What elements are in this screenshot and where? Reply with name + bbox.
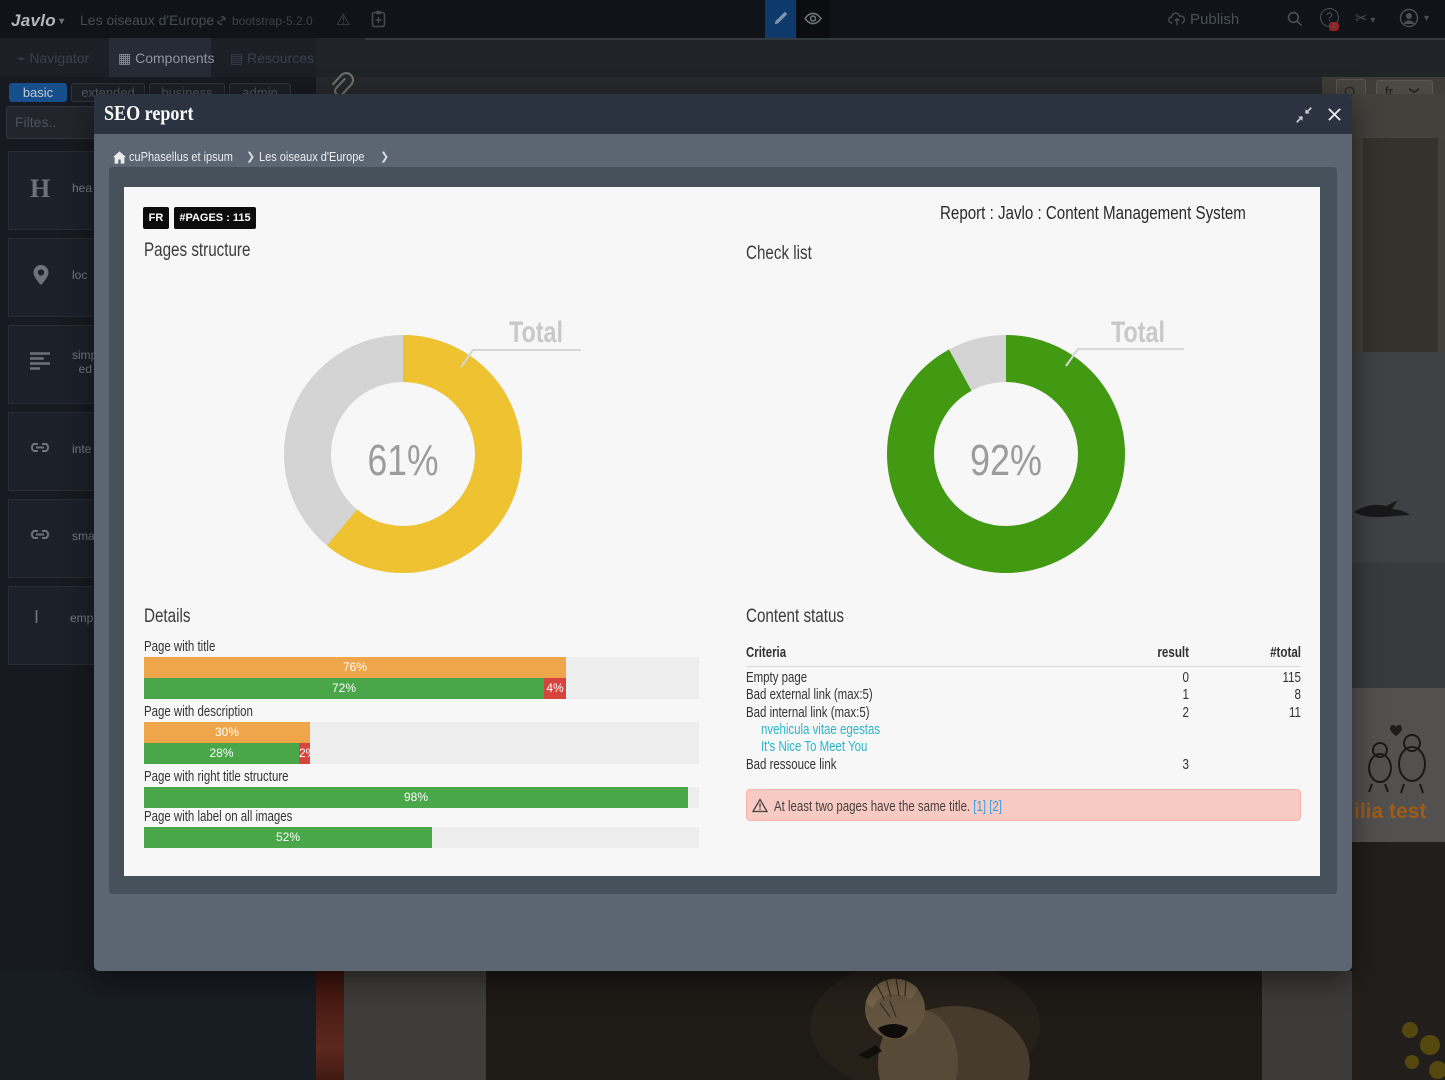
svg-text:Total: Total [1111,316,1165,349]
svg-text:92%: 92% [970,437,1042,485]
svg-text:Total: Total [509,316,563,349]
svg-text:61%: 61% [368,437,439,485]
svg-text:ilia test: ilia test [1354,800,1426,820]
